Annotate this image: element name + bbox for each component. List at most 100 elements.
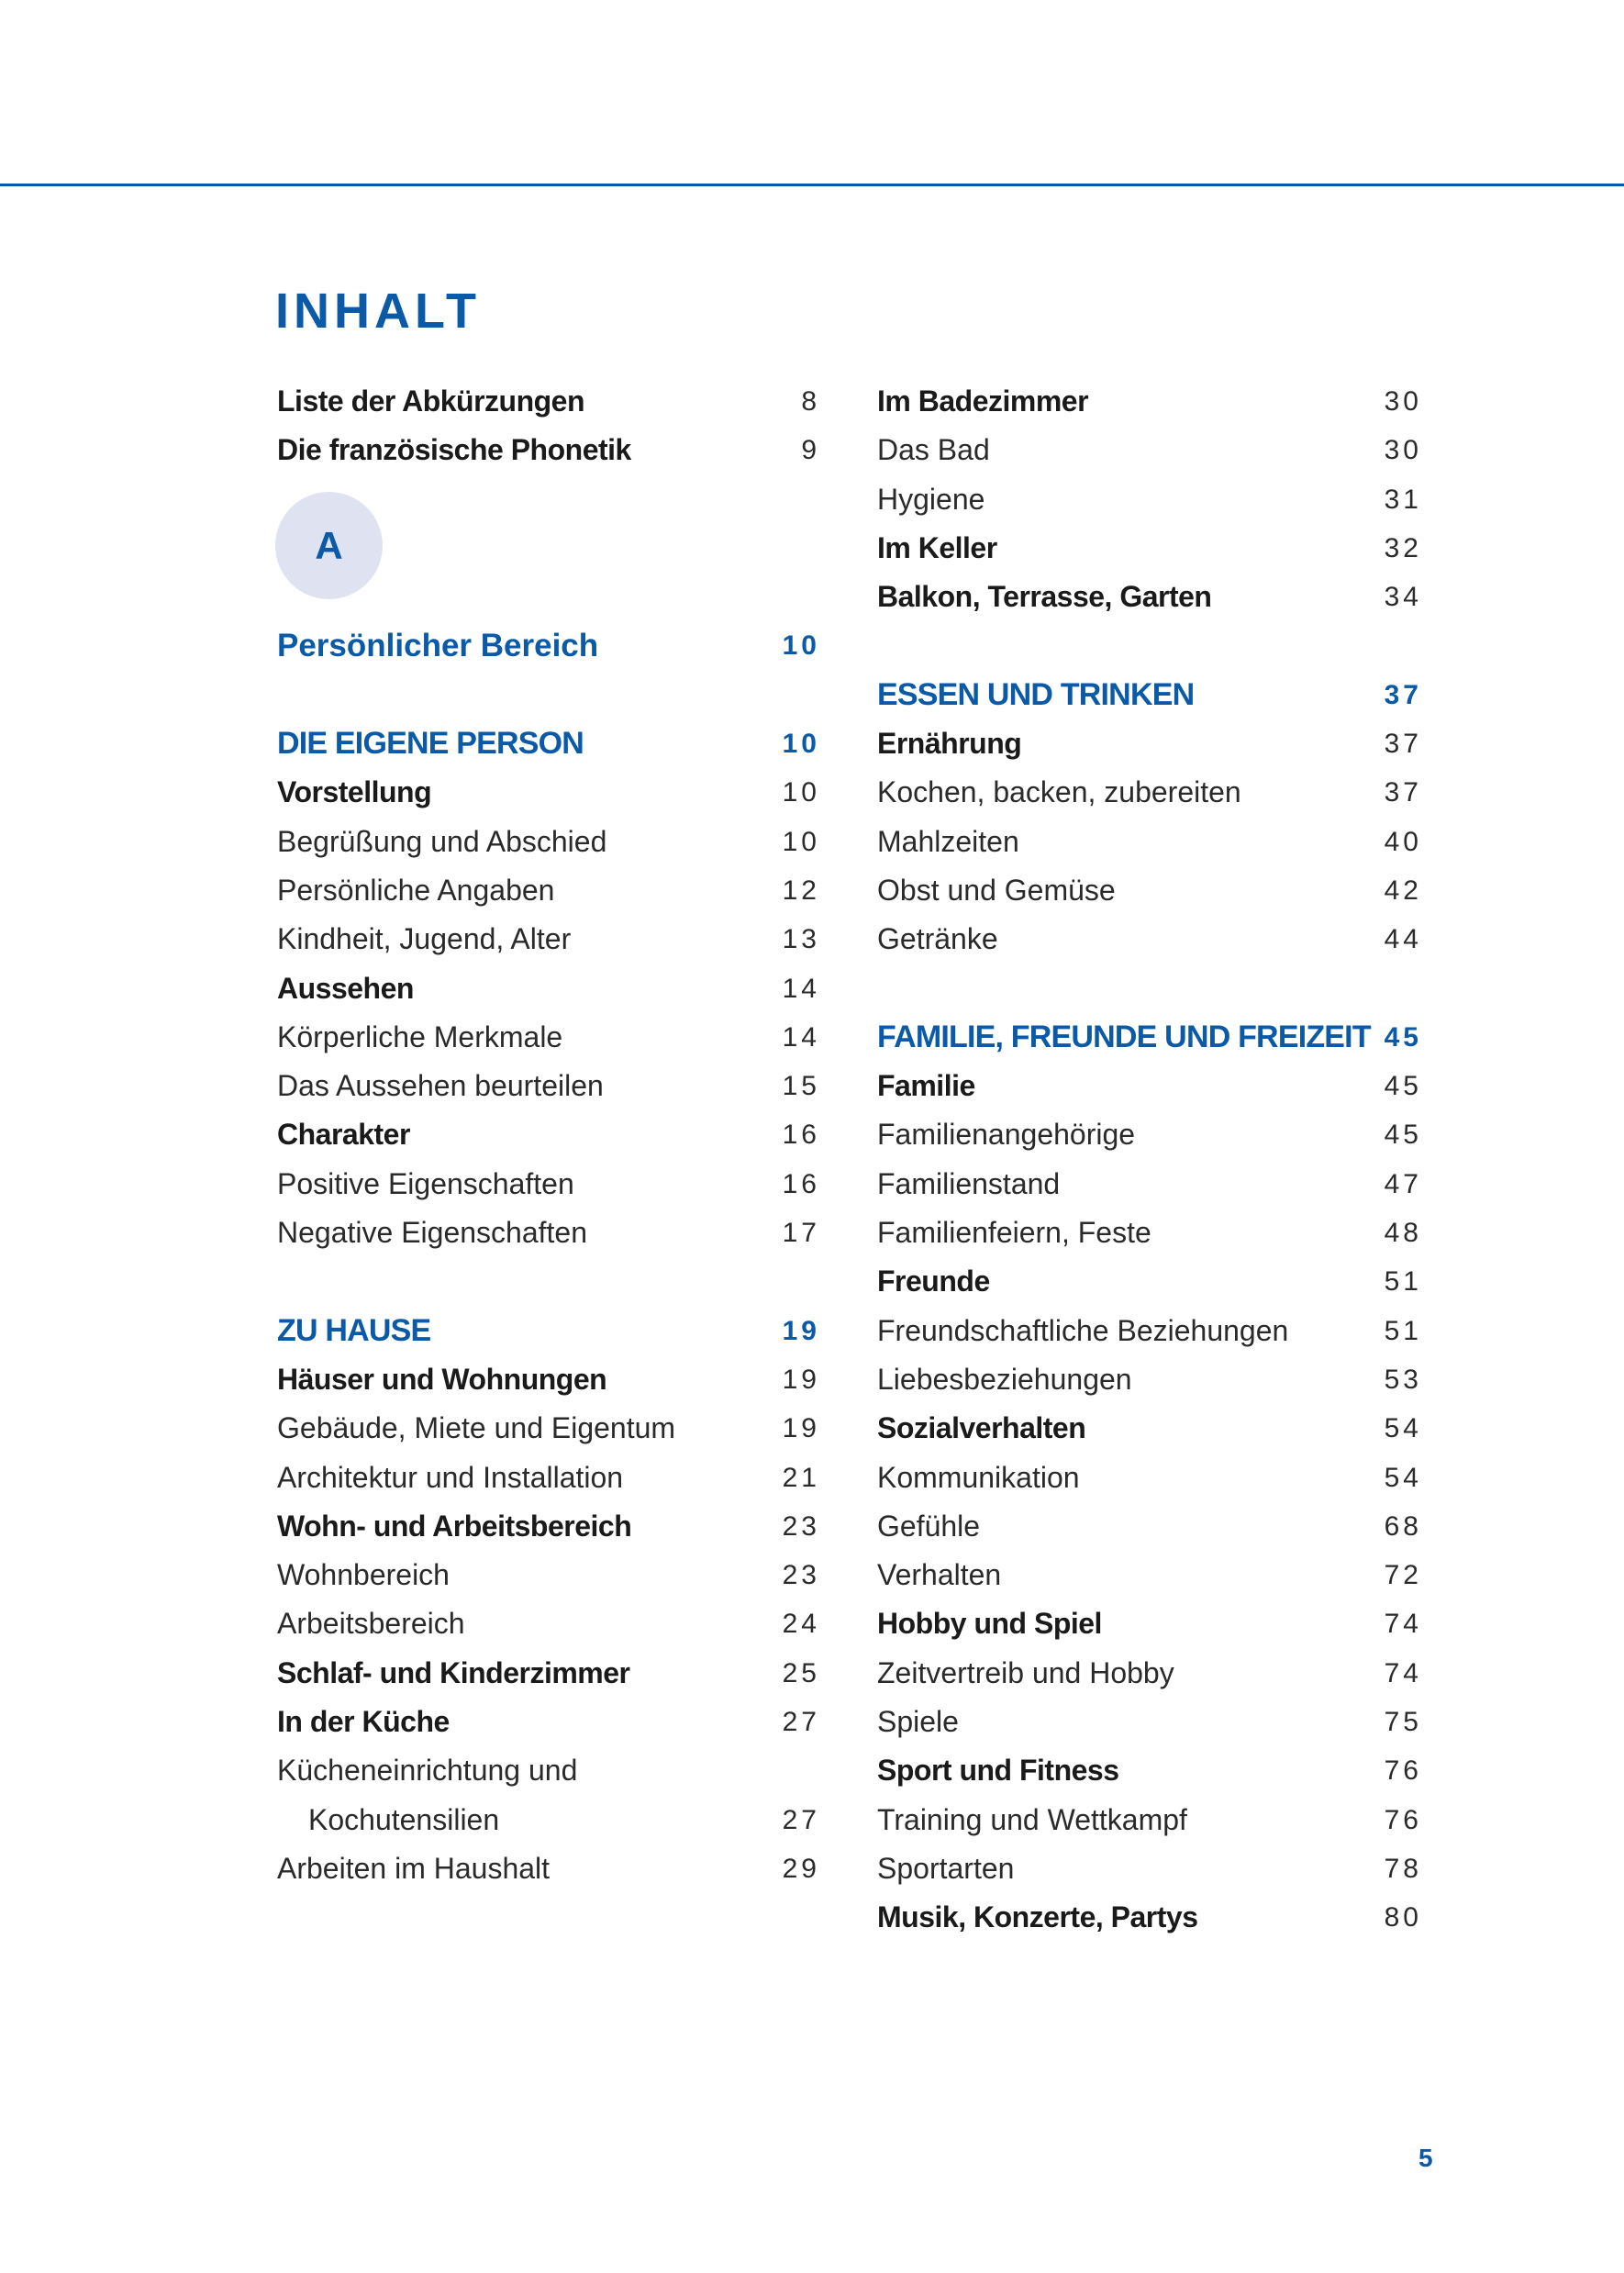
toc-entry-page: 40 (1384, 826, 1422, 857)
toc-entry[interactable]: Getränke 44 (877, 915, 1418, 964)
toc-entry[interactable]: Kommunikation 54 (877, 1454, 1418, 1502)
toc-entry[interactable]: Training und Wettkampf 76 (877, 1796, 1418, 1844)
toc-entry-title: Freundschaftliche Beziehungen (877, 1313, 1289, 1347)
toc-entry-page: 10 (782, 826, 820, 857)
toc-entry-title: Freunde (877, 1265, 990, 1298)
toc-entry[interactable]: Vorstellung 10 (277, 768, 817, 817)
toc-entry-page: 54 (1384, 1413, 1422, 1444)
toc-entry[interactable]: Ernährung 37 (877, 719, 1418, 768)
toc-entry-title: Zeitvertreib und Hobby (877, 1655, 1174, 1689)
toc-entry-title: Verhalten (877, 1558, 1002, 1592)
toc-entry-title: Liste der Abkürzungen (277, 384, 585, 418)
toc-entry[interactable]: Hygiene 31 (877, 475, 1418, 524)
toc-entry-title: Das Aussehen beurteilen (277, 1069, 604, 1103)
toc-entry-page: 29 (782, 1853, 820, 1884)
toc-entry[interactable]: Arbeiten im Haushalt 29 (277, 1844, 817, 1893)
toc-entry-page: 54 (1384, 1462, 1422, 1493)
toc-entry-page: 12 (782, 875, 820, 906)
toc-entry[interactable]: Musik, Konzerte, Partys 80 (877, 1893, 1418, 1942)
toc-entry[interactable]: Freundschaftliche Beziehungen 51 (877, 1307, 1418, 1355)
toc-entry[interactable]: Liste der Abkürzungen 8 (277, 377, 817, 426)
toc-entry-title: Die französische Phonetik (277, 433, 631, 467)
toc-entry-page: 68 (1384, 1510, 1422, 1542)
toc-section[interactable]: ZU HAUSE 19 (277, 1307, 817, 1355)
toc-entry-title: Training und Wettkampf (877, 1802, 1187, 1836)
toc-entry[interactable]: Im Keller 32 (877, 524, 1418, 573)
toc-entry[interactable]: Persönliche Angaben 12 (277, 866, 817, 915)
toc-entry[interactable]: Balkon, Terrasse, Garten 34 (877, 573, 1418, 621)
toc-entry[interactable]: Familienstand 47 (877, 1160, 1418, 1209)
toc-entry[interactable]: Begrüßung und Abschied 10 (277, 818, 817, 866)
toc-entry-title: Kücheneinrichtung und (277, 1754, 578, 1788)
toc-entry[interactable]: Schlaf- und Kinderzimmer 25 (277, 1649, 817, 1698)
toc-entry[interactable]: Kindheit, Jugend, Alter 13 (277, 915, 817, 964)
toc-section[interactable]: FAMILIE, FREUNDE UND FREIZEIT 45 (877, 1013, 1418, 1062)
toc-entry-page: 31 (1384, 484, 1422, 515)
toc-entry[interactable]: Positive Eigenschaften 16 (277, 1160, 817, 1209)
header-rule (0, 184, 1624, 186)
spacer (877, 621, 1418, 670)
toc-entry[interactable]: Familie 45 (877, 1062, 1418, 1110)
toc-entry-page: 9 (801, 435, 820, 466)
toc-entry[interactable]: Zeitvertreib und Hobby 74 (877, 1649, 1418, 1698)
spacer (877, 964, 1418, 1013)
toc-entry-page: 14 (782, 973, 820, 1004)
toc-entry[interactable]: Im Badezimmer 30 (877, 377, 1418, 426)
toc-entry-page: 10 (782, 729, 820, 760)
toc-entry[interactable]: Obst und Gemüse 42 (877, 866, 1418, 915)
toc-entry-page: 23 (782, 1560, 820, 1591)
toc-entry-title: In der Küche (277, 1705, 450, 1739)
toc-entry[interactable]: Körperliche Merkmale 14 (277, 1013, 817, 1062)
page-number: 5 (1418, 2144, 1433, 2172)
toc-entry-page: 25 (782, 1657, 820, 1688)
toc-entry-page: 74 (1384, 1609, 1422, 1640)
toc-entry[interactable]: Charakter 16 (277, 1110, 817, 1159)
toc-entry-title: Familienfeiern, Feste (877, 1216, 1151, 1250)
toc-entry-page: 15 (782, 1071, 820, 1102)
toc-entry-page: 19 (782, 1364, 820, 1395)
toc-entry[interactable]: Sport und Fitness 76 (877, 1746, 1418, 1795)
toc-entry[interactable]: Spiele 75 (877, 1698, 1418, 1746)
toc-entry[interactable]: Kücheneinrichtung und (277, 1746, 817, 1795)
toc-entry[interactable]: Familienfeiern, Feste 48 (877, 1209, 1418, 1257)
toc-entry-page: 80 (1384, 1902, 1422, 1933)
toc-entry[interactable]: In der Küche 27 (277, 1698, 817, 1746)
toc-entry[interactable]: Freunde 51 (877, 1257, 1418, 1306)
toc-entry-page: 24 (782, 1609, 820, 1640)
toc-entry-page: 37 (1384, 777, 1422, 808)
toc-entry[interactable]: Wohn- und Arbeitsbereich 23 (277, 1502, 817, 1551)
toc-entry[interactable]: Negative Eigenschaften 17 (277, 1209, 817, 1257)
toc-entry[interactable]: Die französische Phonetik 9 (277, 426, 817, 474)
toc-entry-title: Hygiene (877, 482, 985, 516)
toc-section[interactable]: DIE EIGENE PERSON 10 (277, 719, 817, 768)
toc-entry[interactable]: Liebesbeziehungen 53 (877, 1355, 1418, 1404)
toc-entry-page: 37 (1384, 679, 1422, 710)
toc-entry[interactable]: Verhalten 72 (877, 1551, 1418, 1599)
toc-entry-page: 27 (782, 1804, 820, 1835)
toc-entry[interactable]: Sozialverhalten 54 (877, 1404, 1418, 1453)
toc-entry-title: Liebesbeziehungen (877, 1362, 1132, 1396)
toc-entry-title: Sozialverhalten (877, 1411, 1086, 1445)
toc-entry[interactable]: Häuser und Wohnungen 19 (277, 1355, 817, 1404)
toc-entry-title: Körperliche Merkmale (277, 1020, 563, 1053)
toc-entry[interactable]: Hobby und Spiel 74 (877, 1599, 1418, 1648)
toc-entry[interactable]: Kochutensilien 27 (277, 1796, 817, 1844)
toc-entry[interactable]: Aussehen 14 (277, 964, 817, 1013)
toc-entry-title: Persönliche Angaben (277, 873, 555, 907)
toc-entry[interactable]: Das Bad 30 (877, 426, 1418, 474)
toc-entry-title: Mahlzeiten (877, 824, 1019, 858)
toc-entry[interactable]: Sportarten 78 (877, 1844, 1418, 1893)
toc-entry[interactable]: Mahlzeiten 40 (877, 818, 1418, 866)
toc-entry[interactable]: Gebäude, Miete und Eigentum 19 (277, 1404, 817, 1453)
toc-part[interactable]: Persönlicher Bereich 10 (277, 621, 817, 670)
toc-section[interactable]: ESSEN UND TRINKEN 37 (877, 671, 1418, 719)
toc-entry[interactable]: Wohnbereich 23 (277, 1551, 817, 1599)
toc-entry[interactable]: Architektur und Installation 21 (277, 1454, 817, 1502)
toc-entry[interactable]: Das Aussehen beurteilen 15 (277, 1062, 817, 1110)
toc-entry[interactable]: Arbeitsbereich 24 (277, 1599, 817, 1648)
toc-entry-title: Begrüßung und Abschied (277, 824, 607, 858)
toc-entry[interactable]: Kochen, backen, zubereiten 37 (877, 768, 1418, 817)
toc-entry[interactable]: Gefühle 68 (877, 1502, 1418, 1551)
toc-entry[interactable]: Familienangehörige 45 (877, 1110, 1418, 1159)
toc-entry-title: Gebäude, Miete und Eigentum (277, 1411, 676, 1445)
